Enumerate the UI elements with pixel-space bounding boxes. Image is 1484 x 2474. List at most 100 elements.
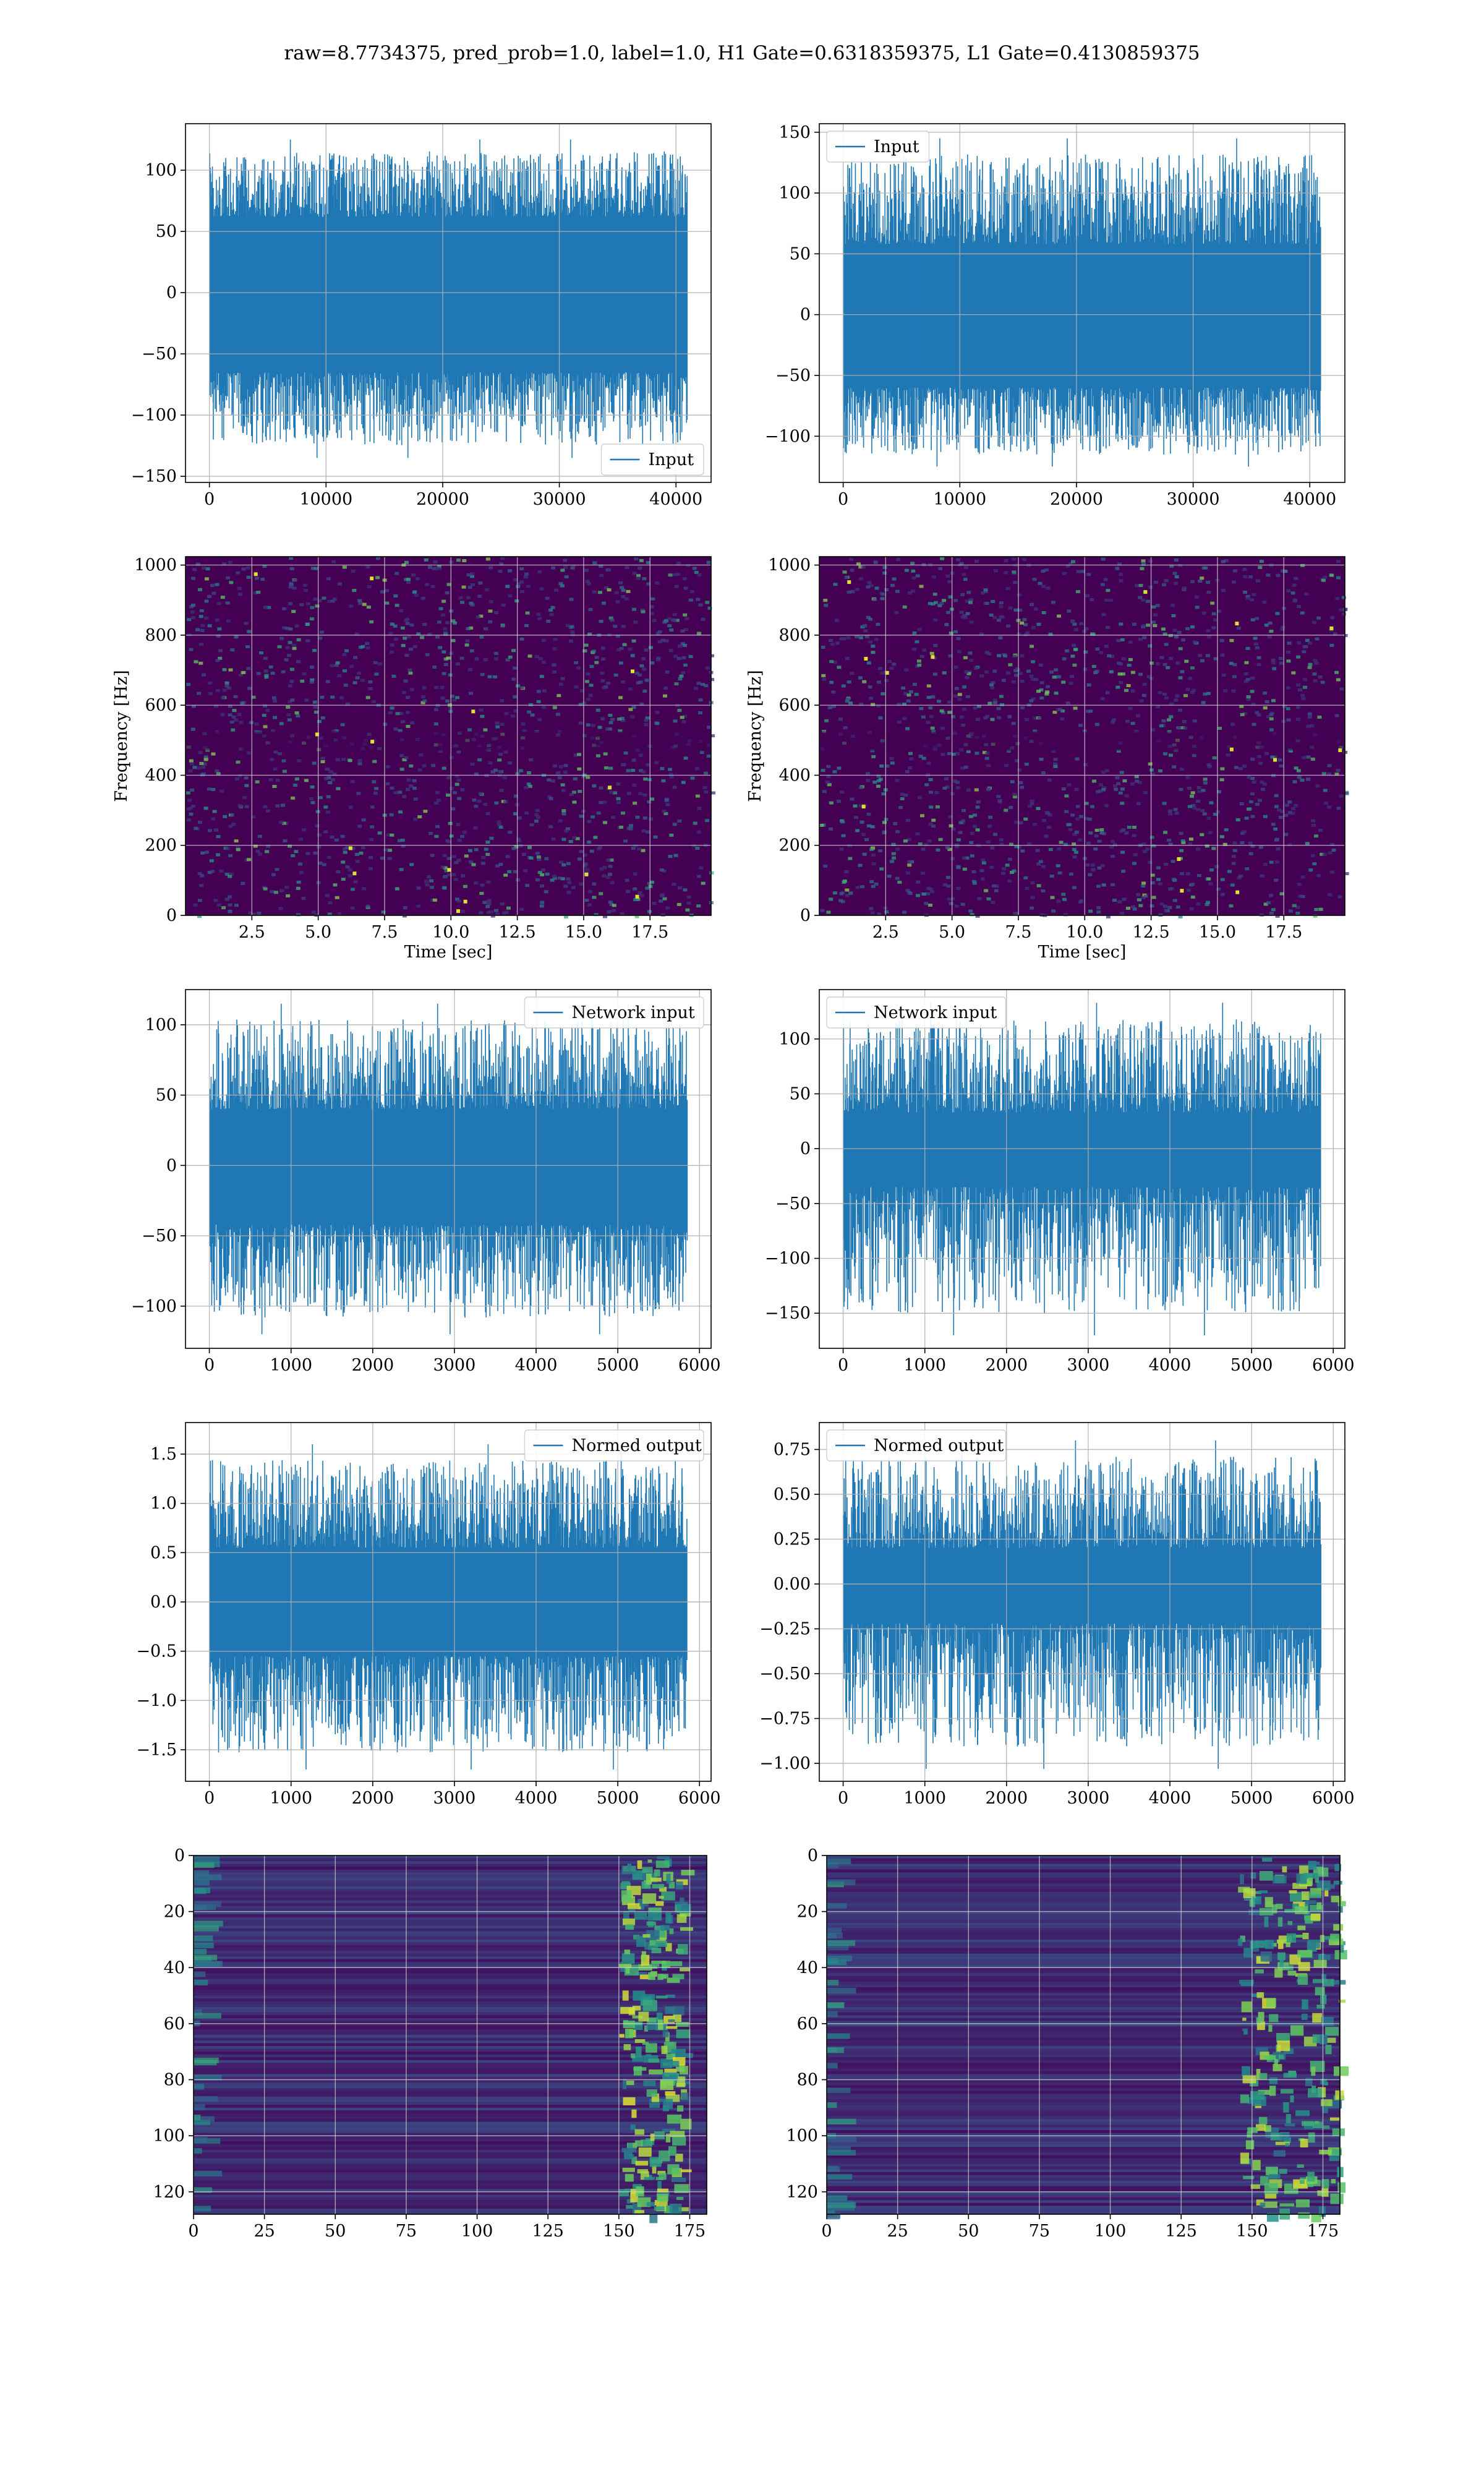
heatmap-cell — [920, 814, 924, 818]
heatmap-cell — [194, 1990, 707, 1993]
heatmap-cell — [194, 2121, 707, 2125]
heatmap-cell — [684, 617, 689, 620]
heatmap-cell — [621, 1953, 635, 1964]
heatmap-cell — [320, 760, 325, 763]
heatmap-cell — [423, 810, 428, 813]
heatmap-cell — [1280, 2089, 1294, 2094]
heatmap-cell — [558, 682, 563, 686]
y-tick-label: 600 — [778, 696, 811, 715]
heatmap-cell — [1076, 570, 1081, 573]
heatmap-cell — [1334, 2066, 1349, 2076]
heatmap-cell — [1182, 720, 1187, 724]
feature-map-h1-cells — [194, 1856, 707, 2224]
heatmap-cell — [455, 696, 460, 700]
heatmap-cell — [1298, 688, 1302, 691]
heatmap-cell — [332, 597, 337, 601]
heatmap-cell — [1279, 764, 1284, 768]
heatmap-cell — [833, 583, 838, 586]
heatmap-cell — [440, 865, 445, 869]
heatmap-cell — [536, 855, 541, 859]
heatmap-cell — [1031, 677, 1035, 681]
heatmap-cell — [194, 2085, 707, 2089]
heatmap-cell — [644, 719, 649, 722]
heatmap-cell — [246, 667, 251, 670]
heatmap-cell — [641, 770, 646, 774]
heatmap-cell — [1334, 670, 1339, 674]
heatmap-cell — [1197, 790, 1202, 794]
heatmap-cell — [1135, 584, 1140, 588]
heatmap-cell — [194, 2166, 707, 2170]
heatmap-cell — [985, 714, 990, 718]
heatmap-cell — [334, 838, 339, 842]
heatmap-cell — [608, 873, 612, 876]
heatmap-cell — [827, 2180, 1340, 2184]
heatmap-cell — [631, 758, 636, 762]
heatmap-cell — [653, 835, 658, 839]
heatmap-cell — [862, 852, 867, 856]
x-tick-label: 4000 — [515, 1356, 558, 1375]
heatmap-cell — [682, 577, 687, 581]
heatmap-cell — [224, 681, 229, 685]
heatmap-cell — [1274, 794, 1279, 797]
heatmap-cell — [1334, 714, 1339, 717]
legend-box — [600, 443, 704, 476]
heatmap-cell — [1167, 718, 1171, 722]
heatmap-cell — [1309, 1862, 1320, 1865]
heatmap-cell — [1304, 1901, 1309, 1911]
heatmap-cell — [827, 1900, 1340, 1904]
y-tick-label: 80 — [797, 2071, 818, 2090]
heatmap-cell — [1290, 2095, 1294, 2103]
heatmap-cell — [223, 815, 228, 818]
heatmap-cell — [412, 779, 417, 782]
heatmap-cell — [203, 758, 208, 761]
heatmap-cell — [844, 870, 849, 873]
heatmap-cell — [663, 2099, 673, 2109]
heatmap-cell — [1011, 722, 1016, 726]
heatmap-cell — [1256, 1992, 1264, 1998]
heatmap-cell — [207, 595, 211, 598]
heatmap-cell — [537, 617, 542, 620]
heatmap-cell — [921, 756, 926, 760]
heatmap-cell — [666, 2053, 676, 2060]
heatmap-cell — [1279, 892, 1284, 896]
heatmap-cell — [626, 792, 631, 795]
heatmap-cell — [216, 903, 221, 907]
heatmap-cell — [1036, 884, 1041, 888]
heatmap-cell — [961, 724, 966, 727]
heatmap-cell — [918, 796, 923, 800]
heatmap-cell — [416, 632, 421, 636]
heatmap-cell — [1169, 657, 1174, 661]
heatmap-cell — [1291, 671, 1296, 675]
heatmap-cell — [460, 601, 464, 604]
heatmap-cell — [928, 823, 933, 826]
heatmap-cell — [1012, 557, 1017, 561]
heatmap-cell — [827, 1897, 1340, 1901]
heatmap-cell — [1150, 873, 1155, 877]
heatmap-cell — [1057, 847, 1062, 851]
x-tick-label: 12.5 — [499, 923, 536, 942]
heatmap-cell — [1121, 870, 1126, 873]
heatmap-cell — [827, 2060, 1340, 2063]
heatmap-cell — [675, 2022, 689, 2027]
heatmap-cell — [1164, 643, 1169, 646]
heatmap-cell — [522, 729, 527, 732]
heatmap-cell — [823, 599, 828, 602]
heatmap-cell — [975, 828, 980, 832]
heatmap-cell — [965, 675, 970, 679]
heatmap-cell — [1180, 839, 1185, 842]
heatmap-cell — [383, 722, 388, 726]
heatmap-cell — [1006, 624, 1011, 628]
heatmap-cell — [909, 757, 914, 761]
heatmap-cell — [194, 1970, 707, 1974]
heatmap-cell — [587, 841, 592, 844]
y-tick-label: 80 — [164, 2071, 185, 2090]
heatmap-cell — [1229, 639, 1234, 643]
heatmap-cell — [821, 769, 825, 773]
heatmap-cell — [1278, 1941, 1284, 1950]
heatmap-cell — [827, 2169, 1340, 2173]
heatmap-cell — [1262, 601, 1267, 604]
heatmap-cell — [1174, 581, 1178, 585]
heatmap-cell — [878, 667, 882, 670]
heatmap-cell — [609, 858, 614, 862]
heatmap-cell — [194, 2178, 707, 2181]
